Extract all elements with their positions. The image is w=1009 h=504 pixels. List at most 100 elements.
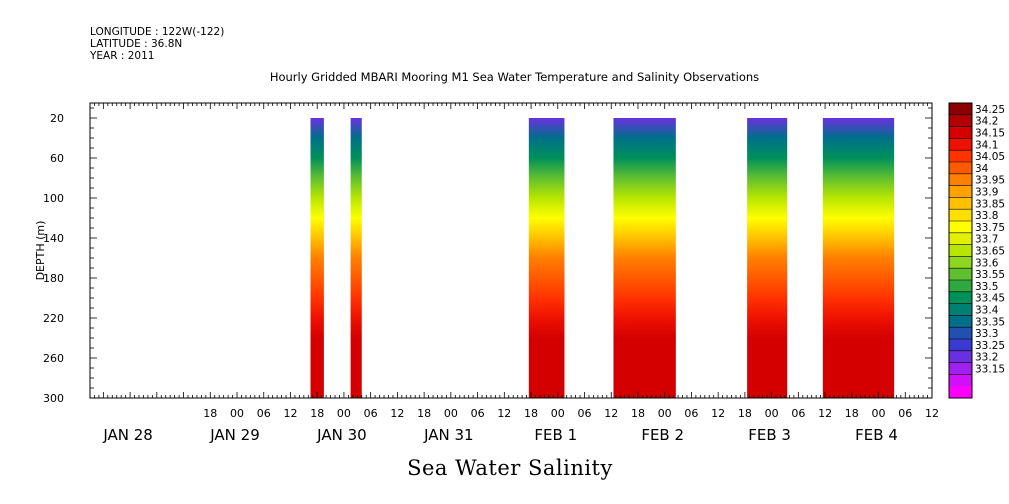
y-tick-label: 140 — [43, 232, 64, 245]
colorbar-level-label: 34.25 — [975, 104, 1005, 116]
colorbar-level-label: 33.75 — [975, 222, 1005, 234]
colorbar-level-label: 33.8 — [975, 210, 998, 222]
x-hour-tick-label: 18 — [738, 407, 752, 420]
colorbar-swatch — [949, 114, 972, 127]
x-date-label: FEB 3 — [748, 426, 791, 444]
colorbar-level-label: 33.2 — [975, 352, 998, 364]
x-hour-tick-label: 00 — [765, 407, 779, 420]
colorbar-swatch — [949, 256, 972, 269]
colorbar-level-label: 33.65 — [975, 246, 1005, 258]
colorbar-swatch — [949, 126, 972, 139]
x-hour-tick-label: 18 — [310, 407, 324, 420]
y-tick-label: 300 — [43, 392, 64, 405]
y-tick-label: 20 — [50, 112, 64, 125]
colorbar-swatch — [949, 268, 972, 281]
data-block-6 — [822, 118, 895, 398]
colorbar-level-label: 33.15 — [975, 364, 1005, 376]
colorbar-frame — [948, 102, 973, 399]
y-tick-label: 220 — [43, 312, 64, 325]
x-hour-tick-label: 12 — [283, 407, 297, 420]
colorbar-level-label: 34.2 — [975, 116, 998, 128]
longitude-label: LONGITUDE : 122W(-122) — [90, 26, 225, 38]
plot-metadata: LONGITUDE : 122W(-122) LATITUDE : 36.8N … — [90, 26, 224, 62]
colorbar-level-label: 33.45 — [975, 293, 1005, 305]
colorbar-swatch — [949, 244, 972, 257]
data-block-3 — [528, 118, 565, 398]
x-hour-tick-label: 06 — [578, 407, 592, 420]
x-date-label: JAN 29 — [209, 426, 260, 444]
x-hour-tick-label: 18 — [203, 407, 217, 420]
x-hour-tick-label: 00 — [872, 407, 886, 420]
x-hour-tick-label: 18 — [524, 407, 538, 420]
colorbar-level-label: 33.25 — [975, 340, 1005, 352]
colorbar-swatch — [949, 374, 972, 387]
colorbar-level-label: 33.3 — [975, 328, 998, 340]
y-tick-label: 180 — [43, 272, 64, 285]
colorbar-swatch — [949, 315, 972, 328]
x-hour-tick-label: 18 — [417, 407, 431, 420]
x-hour-tick-label: 12 — [497, 407, 511, 420]
colorbar-level-label: 33.95 — [975, 175, 1005, 187]
x-hour-tick-label: 06 — [257, 407, 271, 420]
colorbar-swatch — [949, 350, 972, 363]
colorbar-swatch — [949, 209, 972, 222]
colorbar-swatch — [949, 150, 972, 163]
data-block-4 — [613, 118, 676, 398]
x-hour-tick-label: 12 — [818, 407, 832, 420]
year-label: YEAR : 2011 — [90, 50, 155, 62]
x-hour-tick-label: 06 — [471, 407, 485, 420]
plot-frame — [89, 102, 933, 399]
colorbar-swatch — [949, 339, 972, 352]
colorbar-level-label: 33.9 — [975, 187, 998, 199]
latitude-label: LATITUDE : 36.8N — [90, 38, 183, 50]
colorbar-level-label: 33.55 — [975, 269, 1005, 281]
x-axis-title: Sea Water Salinity — [407, 456, 613, 480]
colorbar-level-label: 34.15 — [975, 128, 1005, 140]
colorbar-swatch — [949, 221, 972, 234]
x-date-label: FEB 4 — [855, 426, 898, 444]
colorbar-swatch — [949, 386, 972, 399]
x-hour-tick-label: 00 — [551, 407, 565, 420]
x-hour-tick-label: 06 — [898, 407, 912, 420]
x-hour-tick-label: 06 — [364, 407, 378, 420]
colorbar-swatch — [949, 303, 972, 316]
colorbar-swatch — [949, 197, 972, 210]
colorbar-swatch — [949, 280, 972, 293]
colorbar-level-label: 34.05 — [975, 151, 1005, 163]
chart-title-wrap: Hourly Gridded MBARI Mooring M1 Sea Wate… — [0, 70, 1009, 84]
x-hour-tick-label: 00 — [658, 407, 672, 420]
colorbar-level-label: 33.5 — [975, 281, 998, 293]
x-hour-tick-label: 18 — [631, 407, 645, 420]
data-block-2 — [350, 118, 362, 398]
colorbar-level-label: 33.4 — [975, 305, 999, 317]
y-axis-title: DEPTH (m) — [34, 221, 47, 281]
x-hour-tick-label: 00 — [337, 407, 351, 420]
colorbar-swatch — [949, 327, 972, 340]
x-hour-tick-label: 00 — [230, 407, 244, 420]
colorbar-swatch — [949, 362, 972, 375]
y-tick-label: 60 — [50, 152, 64, 165]
colorbar-level-label: 33.7 — [975, 234, 998, 246]
data-block-1 — [310, 118, 324, 398]
colorbar-swatch — [949, 162, 972, 175]
x-date-label: JAN 30 — [316, 426, 367, 444]
colorbar-level-label: 33.35 — [975, 316, 1005, 328]
x-date-label: JAN 31 — [423, 426, 474, 444]
data-block-5 — [747, 118, 788, 398]
colorbar-swatch — [949, 291, 972, 304]
colorbar-swatch — [949, 138, 972, 151]
colorbar-level-label: 34.1 — [975, 139, 998, 151]
colorbar-swatch — [949, 232, 972, 245]
colorbar-level-label: 34 — [975, 163, 989, 175]
x-date-label: FEB 1 — [534, 426, 577, 444]
x-date-label: JAN 28 — [102, 426, 153, 444]
y-tick-label: 260 — [43, 352, 64, 365]
colorbar-swatch — [949, 173, 972, 186]
x-hour-tick-label: 18 — [845, 407, 859, 420]
colorbar-swatch — [949, 103, 972, 116]
x-hour-tick-label: 12 — [925, 407, 939, 420]
x-hour-tick-label: 00 — [444, 407, 458, 420]
colorbar-level-label: 33.6 — [975, 257, 999, 269]
y-tick-label: 100 — [43, 192, 64, 205]
